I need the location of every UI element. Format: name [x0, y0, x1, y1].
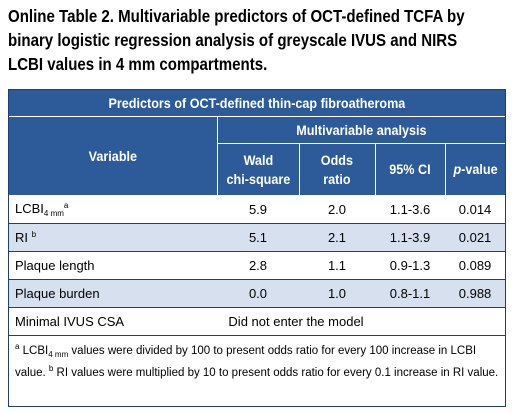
row-odds: 2.1 [299, 223, 375, 252]
row-odds: 1.0 [299, 279, 375, 308]
row-wald: 2.8 [217, 251, 299, 280]
variable-header: Variable [9, 116, 218, 196]
table-row: RI b 5.1 2.1 1.1-3.9 0.021 [9, 223, 505, 252]
row-ci: 0.9-1.3 [375, 251, 445, 280]
row-odds: 1.1 [299, 251, 375, 280]
caption-line-2: binary logistic regression analysis of g… [8, 30, 458, 50]
table-row: Plaque burden 0.0 1.0 0.8-1.1 0.988 [9, 279, 505, 308]
table-title: Predictors of OCT-defined thin-cap fibro… [9, 90, 505, 117]
row-variable: Plaque burden [9, 279, 217, 308]
row-merged-note: Did not enter the model [217, 307, 375, 336]
table-caption: Online Table 2. Multivariable predictors… [8, 4, 513, 76]
table-row: Minimal IVUS CSA Did not enter the model [9, 307, 505, 336]
row-variable: Minimal IVUS CSA [9, 307, 217, 336]
row-p [445, 307, 505, 336]
ci-header: 95% CI [374, 143, 446, 196]
footnote-row: a LCBI4 mm values were divided by 100 to… [9, 336, 505, 399]
row-p: 0.089 [445, 251, 505, 280]
row-ci: 1.1-3.9 [375, 223, 445, 252]
row-wald: 5.9 [217, 195, 299, 224]
row-ci: 0.8-1.1 [375, 279, 445, 308]
predictors-table: Predictors of OCT-defined thin-cap fibro… [9, 90, 505, 398]
caption-line-1: Online Table 2. Multivariable predictors… [8, 6, 465, 26]
row-variable: RI b [9, 223, 217, 252]
caption-line-3: LCBI values in 4 mm compartments. [8, 54, 268, 74]
table-row: Plaque length 2.8 1.1 0.9-1.3 0.089 [9, 251, 505, 280]
odds-ratio-header: Odds ratio [298, 143, 376, 196]
row-p: 0.988 [445, 279, 505, 308]
table-row: LCBI4 mma 5.9 2.0 1.1-3.6 0.014 [9, 195, 505, 224]
multivariable-analysis-header: Multivariable analysis [216, 116, 505, 144]
row-ci [375, 307, 445, 336]
p-value-header: p-value [444, 143, 505, 196]
row-odds: 2.0 [299, 195, 375, 224]
row-variable: LCBI4 mma [9, 195, 217, 224]
wald-header: Wald chi-square [216, 143, 300, 196]
row-wald: 5.1 [217, 223, 299, 252]
row-wald: 0.0 [217, 279, 299, 308]
row-variable: Plaque length [9, 251, 217, 280]
row-ci: 1.1-3.6 [375, 195, 445, 224]
predictors-table-container: Predictors of OCT-defined thin-cap fibro… [8, 89, 506, 407]
row-p: 0.014 [445, 195, 505, 224]
row-p: 0.021 [445, 223, 505, 252]
table-footnote: a LCBI4 mm values were divided by 100 to… [15, 342, 499, 379]
